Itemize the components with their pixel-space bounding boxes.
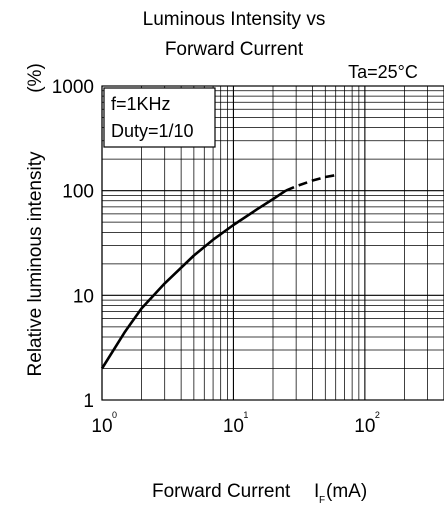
y-tick-labels: 1 10 100 1000 xyxy=(52,77,94,412)
chart-title-line-2: Forward Current xyxy=(165,39,304,60)
y-tick-label: 1000 xyxy=(52,77,94,98)
x-tick-exponent: 1 xyxy=(243,410,248,420)
temperature-condition: Ta=25°C xyxy=(348,62,418,82)
curve-extrapolated xyxy=(285,173,339,192)
y-axis-unit: (%) xyxy=(25,63,46,93)
x-tick-label: 10 xyxy=(223,416,244,437)
curve-group xyxy=(100,173,339,370)
y-tick-label: 100 xyxy=(62,182,94,203)
x-axis-symbol: I xyxy=(314,481,319,502)
y-tick-label: 10 xyxy=(73,286,94,307)
x-axis-label: Forward Current xyxy=(152,481,291,502)
x-tick-exponent: 0 xyxy=(112,410,117,420)
plot-frame xyxy=(101,85,444,401)
x-axis-subscript: F xyxy=(319,495,325,506)
y-tick-label: 1 xyxy=(83,391,94,412)
x-tick-label: 10 xyxy=(354,416,375,437)
annotation-duty: Duty=1/10 xyxy=(111,121,194,141)
annotation-frequency: f=1KHz xyxy=(111,94,171,114)
annotation-box xyxy=(103,87,216,148)
x-tick-label: 10 xyxy=(91,416,112,437)
x-tick-exponent: 2 xyxy=(375,410,380,420)
x-axis-unit: (mA) xyxy=(326,481,367,502)
y-axis-label: Relative luminous intensity xyxy=(25,151,46,376)
chart-title-line-1: Luminous Intensity vs xyxy=(143,9,326,30)
curve-measured xyxy=(100,189,287,370)
